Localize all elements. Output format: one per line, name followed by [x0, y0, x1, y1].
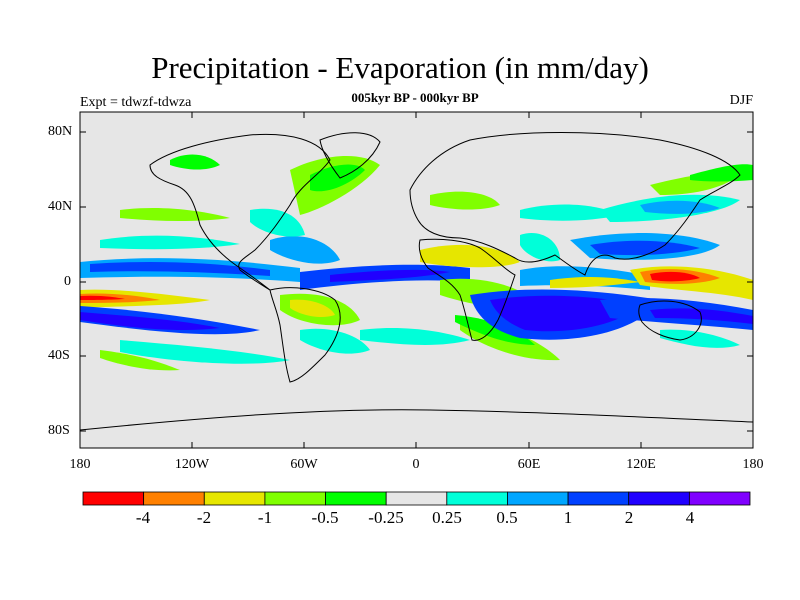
lat-label: 40S — [48, 348, 70, 363]
colorbar-label: 2 — [624, 508, 634, 527]
greenland-outline — [319, 132, 381, 179]
eurasia-outline — [409, 132, 741, 276]
lon-label: 120E — [626, 457, 656, 472]
colorbar-swatch — [385, 491, 448, 506]
chart-title: Precipitation - Evaporation (in mm/day) — [151, 50, 649, 85]
experiment-label: Expt = tdwzf-tdwza — [80, 95, 192, 110]
axis-ticks — [80, 112, 753, 448]
lat-label: 40N — [48, 199, 73, 214]
lat-label: 80S — [48, 423, 70, 438]
lon-label: 0 — [412, 457, 420, 472]
lon-label: 60E — [517, 457, 541, 472]
colorbar-label: 1 — [563, 508, 573, 527]
lon-label: 180 — [742, 457, 764, 472]
colorbar — [82, 491, 751, 506]
lat-label: 0 — [64, 274, 71, 289]
colorbar-label: 0.25 — [432, 508, 462, 527]
colorbar-label: 0.5 — [496, 508, 518, 527]
lon-label: 60W — [290, 457, 318, 472]
colorbar-swatch — [325, 491, 387, 506]
north-america-outline — [149, 133, 331, 291]
africa-outline — [418, 238, 516, 341]
lat-label: 80N — [48, 124, 73, 139]
colorbar-label: -0.25 — [368, 508, 404, 527]
antarctica-outline — [79, 409, 754, 431]
colorbar-swatch — [264, 491, 326, 506]
colorbar-swatch — [507, 491, 569, 506]
colorbar-label: -0.5 — [311, 508, 339, 527]
contour-field — [80, 154, 753, 371]
colorbar-swatch — [82, 491, 145, 506]
colorbar-label: -2 — [196, 508, 212, 527]
lon-label: 180 — [69, 457, 91, 472]
australia-outline — [638, 300, 702, 341]
chart-subtitle: 005kyr BP - 000kyr BP — [351, 90, 479, 105]
colorbar-swatch — [203, 491, 266, 506]
colorbar-swatch — [143, 491, 205, 506]
south-america-outline — [269, 287, 341, 383]
colorbar-swatch — [446, 491, 508, 506]
colorbar-label: 4 — [685, 508, 695, 527]
colorbar-label: -4 — [135, 508, 151, 527]
colorbar-swatch — [628, 491, 690, 506]
colorbar-swatch — [688, 491, 751, 506]
coastlines — [79, 132, 754, 431]
lon-label: 120W — [174, 457, 210, 472]
colorbar-label: -1 — [257, 508, 273, 527]
colorbar-swatch — [567, 491, 630, 506]
season-label: DJF — [729, 93, 753, 108]
